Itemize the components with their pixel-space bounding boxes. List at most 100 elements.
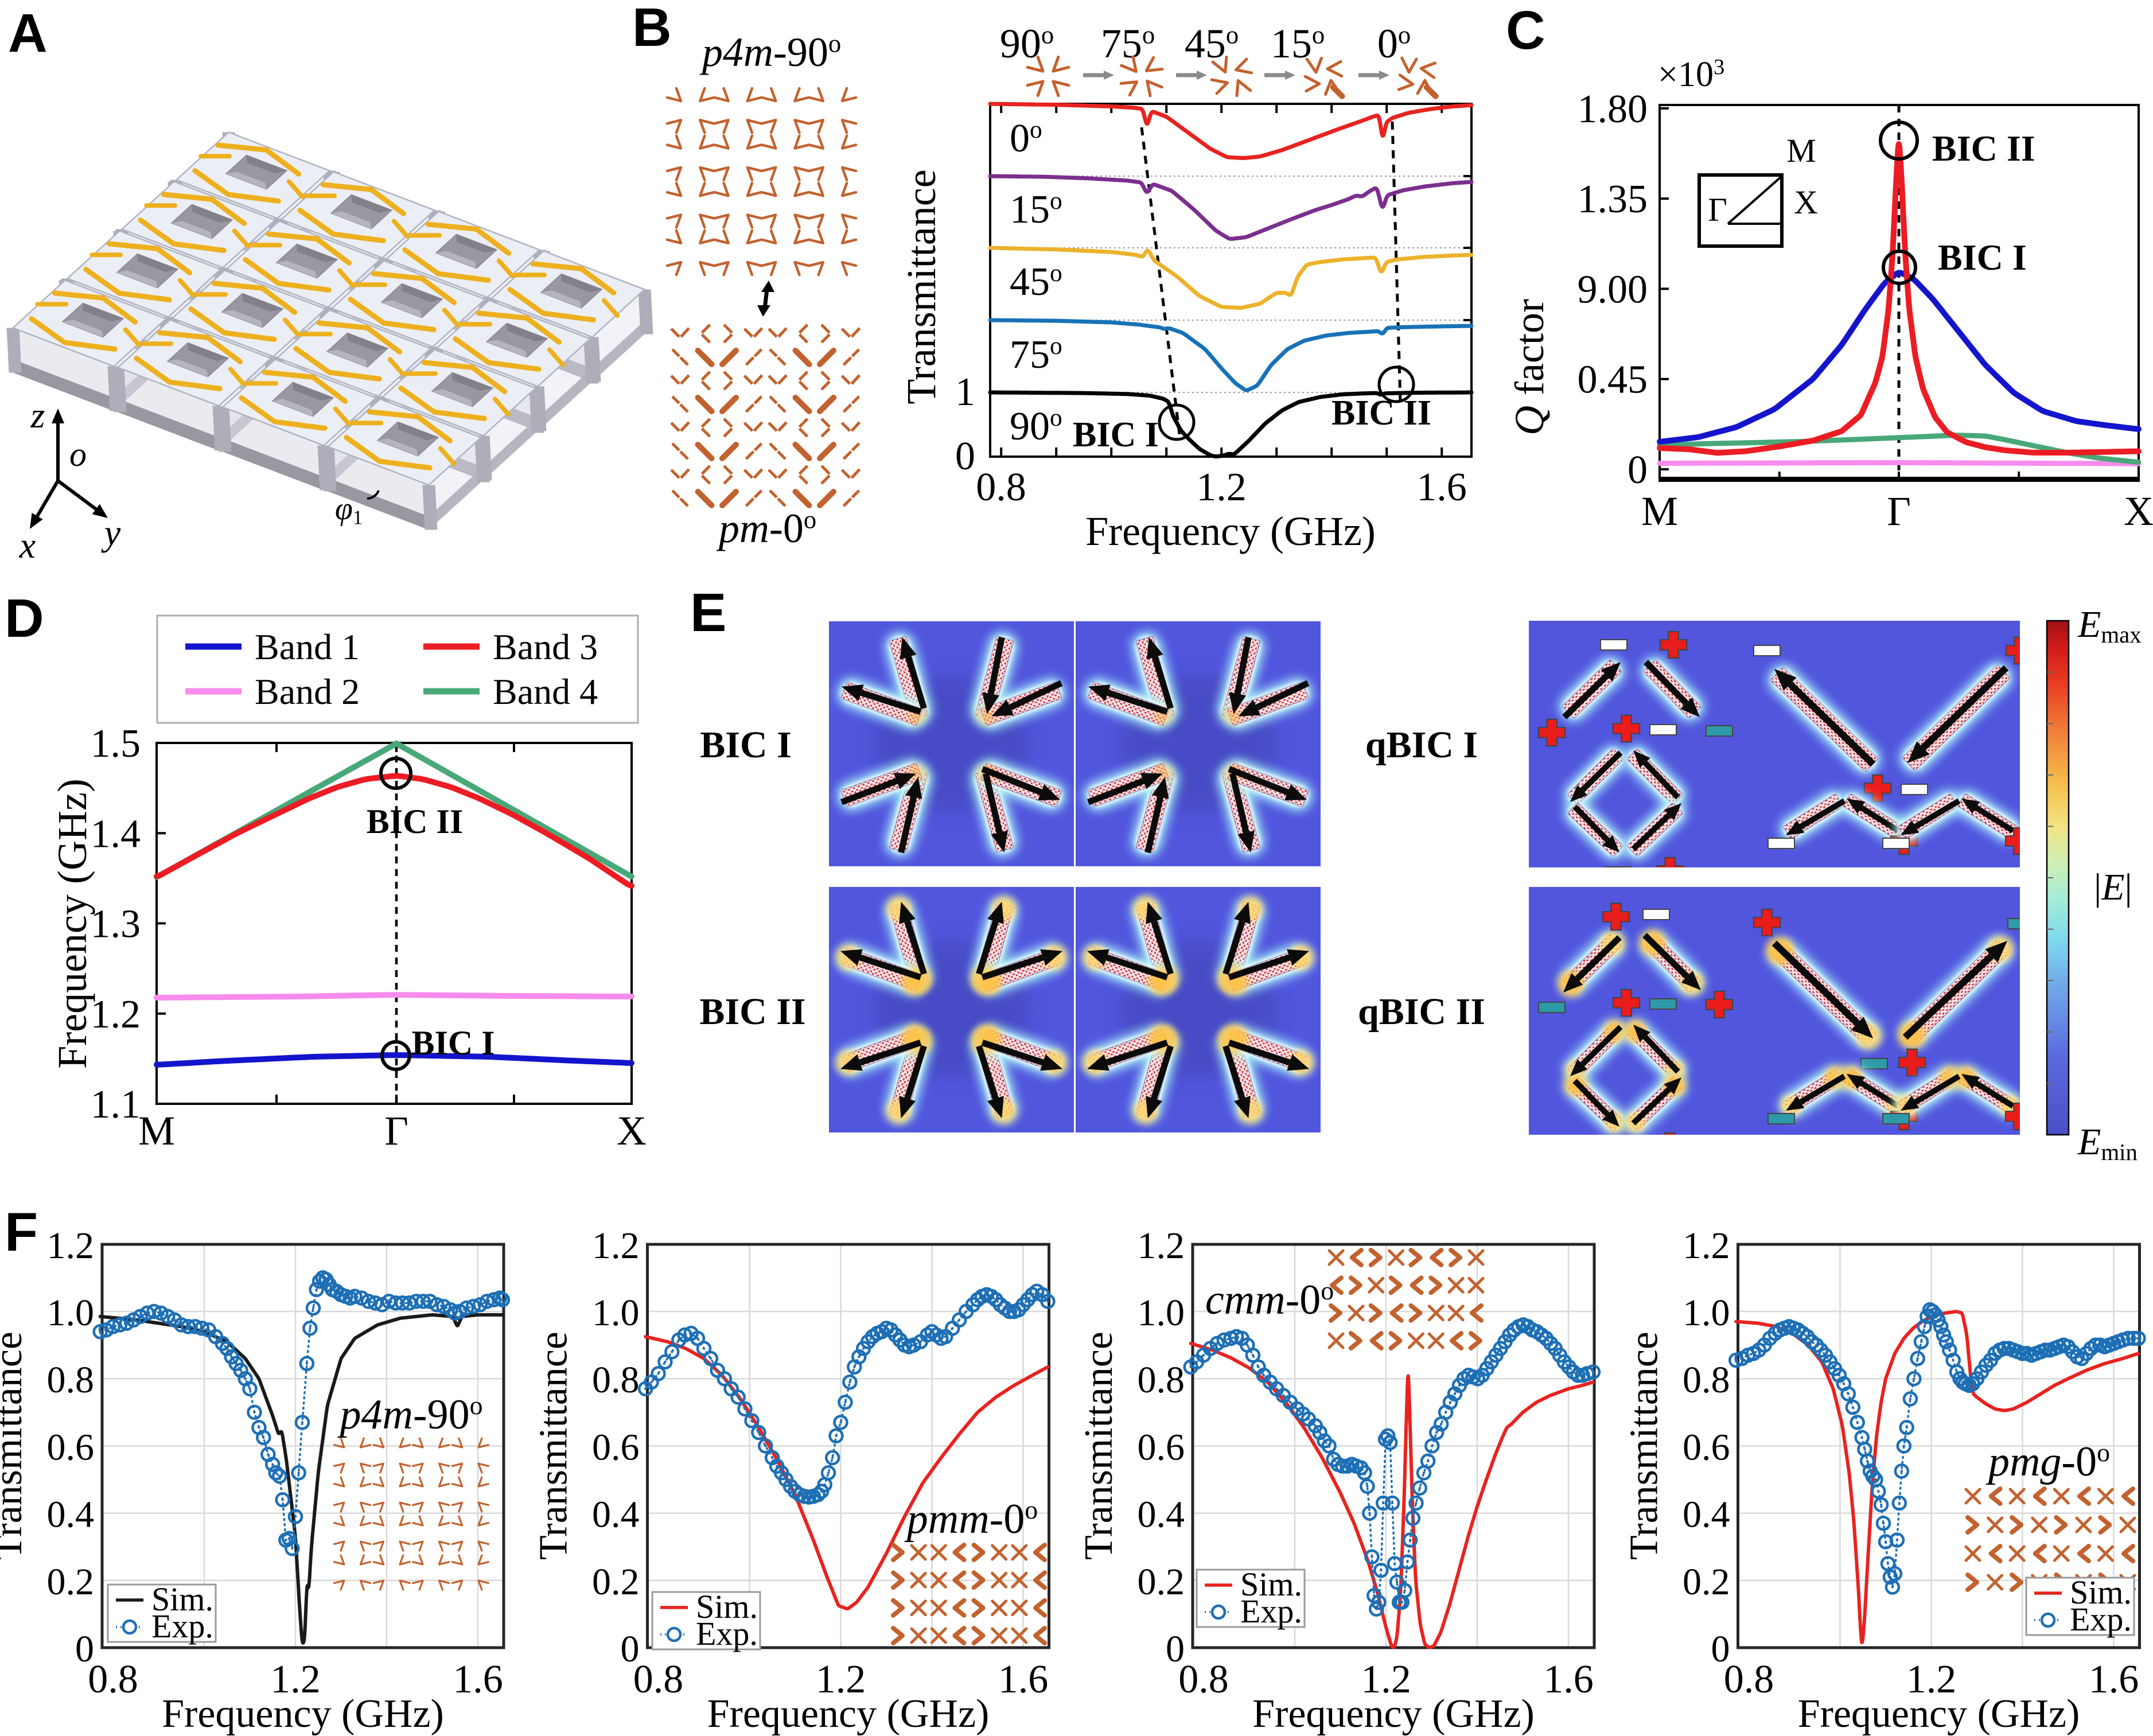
svg-text:0.6: 0.6 <box>1138 1426 1185 1468</box>
svg-text:0.2: 0.2 <box>47 1561 95 1603</box>
svg-text:Transmittance: Transmittance <box>1077 1332 1121 1560</box>
svg-text:Transmittance: Transmittance <box>1622 1332 1667 1560</box>
svg-text:1.6: 1.6 <box>2089 1657 2139 1702</box>
svg-text:0.2: 0.2 <box>592 1561 640 1603</box>
svg-text:1.2: 1.2 <box>1138 1225 1185 1267</box>
svg-text:pmm-0o: pmm-0o <box>904 1495 1038 1543</box>
svg-text:Sim.: Sim. <box>2070 1574 2132 1611</box>
svg-text:z: z <box>30 395 45 435</box>
svg-text:1.6: 1.6 <box>998 1657 1049 1702</box>
svg-text:1.2: 1.2 <box>91 992 141 1037</box>
svg-text:Exp.: Exp. <box>1240 1593 1302 1630</box>
svg-text:Frequency (GHz): Frequency (GHz) <box>1798 1692 2080 1736</box>
svg-text:Γ: Γ <box>1887 488 1911 534</box>
svg-text:cmm-0o: cmm-0o <box>1205 1276 1334 1324</box>
svg-text:φ1: φ1 <box>335 491 363 529</box>
svg-text:Band 4: Band 4 <box>493 671 598 712</box>
svg-text:0.2: 0.2 <box>1138 1561 1185 1603</box>
svg-text:E: E <box>690 582 726 643</box>
svg-text:Γ: Γ <box>384 1108 408 1154</box>
svg-text:1.3: 1.3 <box>91 902 141 947</box>
svg-text:0.8: 0.8 <box>1178 1657 1229 1702</box>
svg-text:Transmittance: Transmittance <box>0 1332 30 1560</box>
svg-text:Exp.: Exp. <box>2070 1601 2132 1638</box>
svg-text:0.8: 0.8 <box>592 1359 640 1401</box>
svg-text:C: C <box>1506 0 1545 61</box>
svg-text:0.8: 0.8 <box>1138 1359 1185 1401</box>
svg-text:Γ: Γ <box>1708 191 1727 228</box>
svg-text:1.6: 1.6 <box>453 1657 503 1702</box>
svg-text:1.1: 1.1 <box>91 1083 141 1127</box>
svg-text:0.6: 0.6 <box>1683 1426 1730 1468</box>
svg-text:×103: ×103 <box>1658 55 1724 94</box>
svg-text:1.2: 1.2 <box>1196 465 1247 509</box>
svg-text:0.4: 0.4 <box>592 1494 640 1536</box>
svg-text:pmg-0o: pmg-0o <box>1985 1438 2110 1485</box>
svg-text:qBIC I: qBIC I <box>1365 724 1478 766</box>
svg-text:y: y <box>101 512 121 553</box>
svg-text:M: M <box>1641 488 1678 534</box>
svg-text:1.6: 1.6 <box>1543 1657 1594 1702</box>
svg-text:1.0: 1.0 <box>592 1292 640 1334</box>
svg-text:Band 1: Band 1 <box>255 626 360 667</box>
svg-text:M: M <box>1786 132 1816 169</box>
svg-text:1.2: 1.2 <box>1361 1657 1411 1702</box>
svg-text:|E|: |E| <box>2094 866 2132 908</box>
svg-text:BIC II: BIC II <box>1932 128 2035 169</box>
svg-text:o: o <box>69 435 87 473</box>
svg-text:X: X <box>1794 184 1818 221</box>
svg-text:D: D <box>5 588 44 649</box>
svg-text:1: 1 <box>955 370 975 414</box>
svg-text:1.2: 1.2 <box>592 1225 640 1267</box>
svg-text:Transmittance: Transmittance <box>898 169 944 404</box>
svg-text:0.8: 0.8 <box>976 465 1026 509</box>
svg-text:1.5: 1.5 <box>91 722 141 766</box>
svg-text:p4m-90o: p4m-90o <box>337 1391 482 1438</box>
svg-text:1.35: 1.35 <box>1578 177 1648 221</box>
svg-text:0: 0 <box>1166 1628 1185 1670</box>
svg-text:1.6: 1.6 <box>1416 465 1467 509</box>
svg-text:Frequency (GHz): Frequency (GHz) <box>1085 508 1376 554</box>
svg-text:45o: 45o <box>1010 259 1062 304</box>
svg-text:1.2: 1.2 <box>47 1225 95 1267</box>
svg-text:BIC I: BIC I <box>411 1024 495 1062</box>
svg-text:0.6: 0.6 <box>47 1426 95 1468</box>
svg-text:Frequency (GHz): Frequency (GHz) <box>1252 1692 1535 1736</box>
svg-text:0: 0 <box>1628 448 1648 492</box>
svg-text:qBIC II: qBIC II <box>1358 991 1485 1033</box>
svg-text:0: 0 <box>75 1628 94 1670</box>
svg-text:1.80: 1.80 <box>1578 87 1648 131</box>
svg-text:Band 2: Band 2 <box>255 671 360 712</box>
svg-text:1.2: 1.2 <box>816 1657 866 1702</box>
svg-text:0.45: 0.45 <box>1578 358 1648 402</box>
svg-text:BIC I: BIC I <box>700 724 792 766</box>
svg-text:0.4: 0.4 <box>1138 1494 1185 1536</box>
svg-text:1.0: 1.0 <box>47 1292 95 1334</box>
svg-text:1.0: 1.0 <box>1683 1292 1730 1334</box>
svg-text:Frequency (GHz): Frequency (GHz) <box>49 779 95 1069</box>
svg-text:0.8: 0.8 <box>47 1359 95 1401</box>
svg-text:0.6: 0.6 <box>592 1426 640 1468</box>
svg-text:0: 0 <box>955 434 975 478</box>
svg-text:Q factor: Q factor <box>1506 299 1552 435</box>
svg-text:0.8: 0.8 <box>1683 1359 1730 1401</box>
svg-text:0: 0 <box>1711 1628 1730 1670</box>
svg-text:0.2: 0.2 <box>1683 1561 1730 1603</box>
svg-text:1.4: 1.4 <box>91 812 141 856</box>
svg-text:Emax: Emax <box>2077 604 2142 648</box>
svg-text:BIC II: BIC II <box>699 991 805 1033</box>
svg-text:p4m-90o: p4m-90o <box>699 29 841 75</box>
svg-text:1.0: 1.0 <box>1138 1292 1185 1334</box>
svg-text:9.00: 9.00 <box>1578 268 1648 312</box>
svg-text:Sim.: Sim. <box>151 1581 213 1618</box>
svg-text:1.2: 1.2 <box>1906 1657 1957 1702</box>
svg-text:0.8: 0.8 <box>88 1657 138 1702</box>
svg-text:Emin: Emin <box>2077 1121 2138 1165</box>
svg-text:pm-0o: pm-0o <box>716 505 816 551</box>
svg-text:Exp.: Exp. <box>696 1615 758 1652</box>
svg-text:1.2: 1.2 <box>270 1657 321 1702</box>
svg-text:0.4: 0.4 <box>1683 1494 1730 1536</box>
svg-text:Sim.: Sim. <box>696 1588 758 1625</box>
svg-text:0: 0 <box>621 1628 640 1670</box>
svg-text:0.4: 0.4 <box>47 1494 95 1536</box>
